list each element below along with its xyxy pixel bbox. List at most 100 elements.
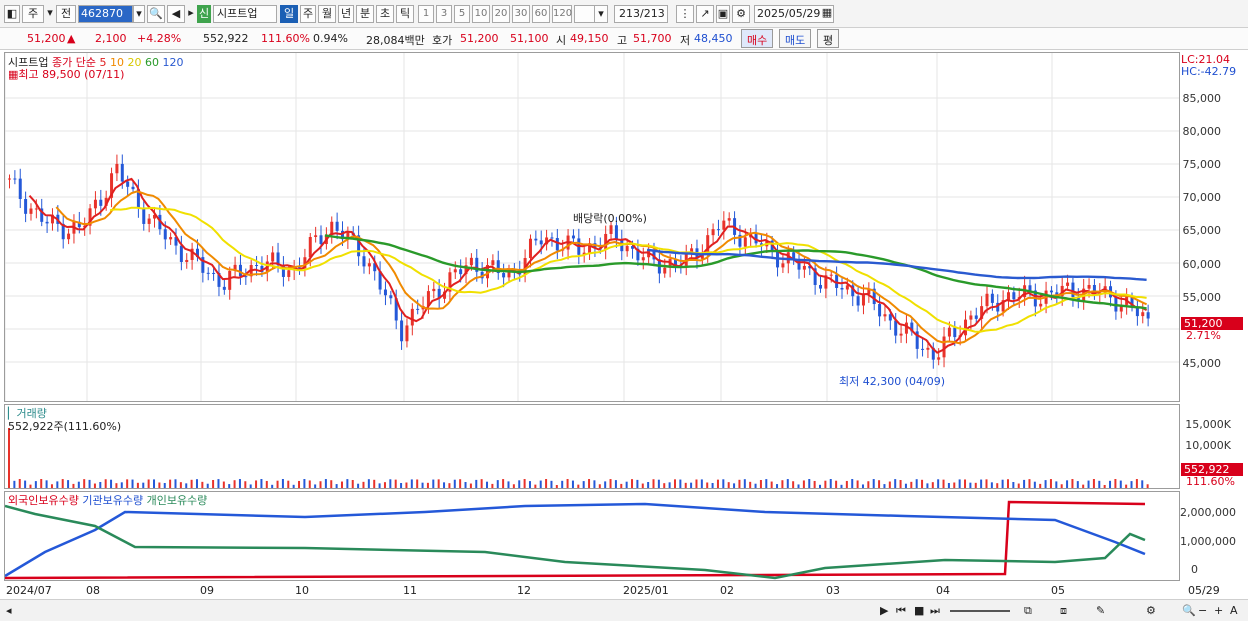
volume-bar — [400, 483, 403, 488]
period-year[interactable]: 년 — [338, 5, 354, 23]
sell-button[interactable]: 매도 — [779, 29, 812, 48]
interval-1[interactable]: 1 — [418, 5, 434, 23]
volume-pane[interactable]: ▏거래량 552,922주(111.60%) — [4, 404, 1180, 489]
menu-icon[interactable]: ◧ — [4, 5, 20, 23]
stop-icon[interactable]: ■ — [914, 604, 925, 617]
volume-bar — [126, 479, 129, 488]
period-week[interactable]: 주 — [300, 5, 316, 23]
settings-icon[interactable]: ⚙ — [1146, 604, 1156, 617]
volume-bar — [67, 480, 70, 488]
gear-icon[interactable]: ⚙ — [732, 5, 750, 23]
stock-code-input[interactable]: 462870 — [78, 5, 133, 23]
interval-10[interactable]: 10 — [472, 5, 490, 23]
calendar-icon[interactable]: ▦ — [821, 6, 833, 19]
volume-bar — [867, 481, 870, 488]
price-chart-pane[interactable]: 시프트업 종가 단순 5 10 20 60 120 ▦최고 89,500 (07… — [4, 52, 1180, 402]
volume-bar — [733, 483, 736, 488]
volume-bar — [1028, 479, 1031, 488]
search-icon[interactable]: 🔍 — [147, 5, 165, 23]
candle-body — [233, 264, 237, 272]
date-input[interactable]: 2025/05/29 — [754, 5, 834, 23]
rewind-icon[interactable]: ⏮ — [896, 604, 906, 617]
candle-body — [405, 325, 409, 342]
volume-bar — [663, 483, 666, 488]
dropdown-icon[interactable]: ▾ — [47, 6, 53, 19]
high-note-text: 최고 89,500 (07/11) — [18, 68, 125, 81]
prev-button[interactable]: 전 — [56, 5, 76, 23]
period-tick[interactable]: 틱 — [396, 5, 414, 23]
stock-name[interactable]: 시프트업 — [213, 5, 277, 23]
search-icon[interactable]: 🔍 — [1182, 604, 1196, 617]
candle-body — [314, 235, 318, 237]
period-second[interactable]: 초 — [376, 5, 394, 23]
zoom-in-icon[interactable]: + — [1214, 604, 1224, 617]
volume-bar — [405, 482, 408, 488]
volume-bar — [727, 482, 730, 488]
save-icon[interactable]: ▣ — [716, 5, 730, 23]
grid-icon[interactable]: ⋮ — [676, 5, 694, 23]
current-price-flag: 51,200 — [1181, 317, 1243, 330]
up-arrow-icon: ▲ — [67, 32, 76, 45]
interval-120[interactable]: 120 — [552, 5, 572, 23]
zoom-out-icon[interactable]: − — [1198, 604, 1208, 617]
chevron-down-icon[interactable]: ▾ — [133, 5, 145, 23]
window-icon[interactable]: ⧉ — [1024, 604, 1032, 617]
candle-body — [539, 240, 543, 245]
candle-body — [303, 257, 307, 269]
font-size-icon[interactable]: A — [1230, 604, 1238, 617]
interval-30[interactable]: 30 — [512, 5, 530, 23]
candle-body — [18, 178, 22, 199]
bottom-scrollbar[interactable]: ◂ ▶ ⏮ ■ ⏭ ⧉ ⧈ ✎ ⚙ 🔍 − + A — [0, 599, 1248, 621]
chevron-down-icon[interactable]: ▾ — [594, 5, 608, 23]
volume-bar — [851, 479, 854, 488]
volume-bar — [561, 480, 564, 488]
zoom-slider[interactable] — [950, 604, 1010, 612]
candle-body — [921, 348, 925, 350]
period-month[interactable]: 월 — [318, 5, 336, 23]
draw-icon[interactable]: ↗ — [696, 5, 714, 23]
candle-body — [1119, 304, 1123, 312]
x-label-202407: 2024/07 — [6, 584, 52, 597]
volume-bar — [362, 481, 365, 488]
volume-bar — [749, 481, 752, 488]
volume-bar — [72, 483, 75, 488]
compare-icon[interactable]: ⧈ — [1060, 604, 1067, 617]
main-toolbar: ◧ 주 ▾ 전 462870 ▾ 🔍 ◀ ▸ 신 시프트업 일 주 월 년 분 … — [0, 0, 1248, 28]
interval-20[interactable]: 20 — [492, 5, 510, 23]
candle-body — [8, 178, 11, 180]
volume-chart — [8, 428, 1149, 488]
volume-bar — [657, 479, 660, 488]
period-day[interactable]: 일 — [280, 5, 298, 23]
volume-bar — [276, 480, 279, 488]
volume-bar — [18, 479, 21, 488]
candle-body — [448, 272, 452, 292]
legend-ma60: 60 — [144, 56, 159, 69]
avg-button[interactable]: 평 — [817, 29, 840, 48]
candle-body — [931, 347, 935, 360]
candle-body — [926, 347, 930, 350]
speaker-icon[interactable]: ◀ — [167, 5, 185, 23]
individual-holdings-line — [4, 504, 1146, 580]
interval-5[interactable]: 5 — [454, 5, 470, 23]
period-minute[interactable]: 분 — [356, 5, 374, 23]
candle-body — [131, 186, 135, 190]
play-icon[interactable]: ▶ — [880, 604, 889, 617]
candle-body — [185, 259, 189, 262]
scroll-left-icon[interactable]: ◂ — [6, 604, 12, 617]
volume-bar — [668, 482, 671, 488]
interval-3[interactable]: 3 — [436, 5, 452, 23]
volume-bar — [523, 479, 526, 488]
interval-60[interactable]: 60 — [532, 5, 550, 23]
volume-bar — [432, 479, 435, 488]
buy-button[interactable]: 매수 — [741, 29, 774, 48]
count-input[interactable]: 213/213 — [614, 5, 668, 23]
candle-body — [416, 308, 420, 310]
candle-body — [867, 288, 871, 295]
chevron-right-icon[interactable]: ▸ — [188, 6, 194, 19]
volume-bar — [690, 482, 693, 488]
forward-icon[interactable]: ⏭ — [930, 604, 940, 617]
tools-icon[interactable]: ✎ — [1096, 604, 1106, 617]
volume-bar — [652, 479, 655, 488]
holdings-pane[interactable]: 외국인보유수량 기관보유수량 개인보유수량 — [4, 491, 1180, 581]
main-stock-button[interactable]: 주 — [22, 5, 44, 23]
